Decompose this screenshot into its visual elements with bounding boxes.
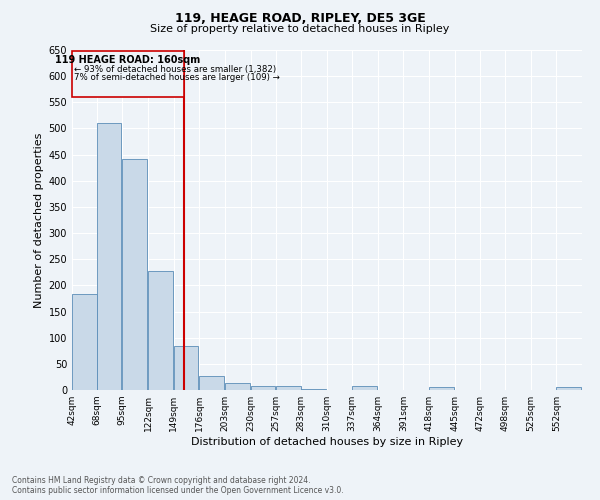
- Text: Contains HM Land Registry data © Crown copyright and database right 2024.
Contai: Contains HM Land Registry data © Crown c…: [12, 476, 344, 495]
- Bar: [72, 294, 97, 390]
- Bar: [122, 159, 147, 390]
- Bar: [352, 386, 377, 390]
- Text: 7% of semi-detached houses are larger (109) →: 7% of semi-detached houses are larger (1…: [74, 73, 280, 82]
- Bar: [97, 123, 121, 390]
- Bar: [556, 388, 581, 390]
- Text: 119 HEAGE ROAD: 160sqm: 119 HEAGE ROAD: 160sqm: [55, 55, 200, 65]
- Y-axis label: Number of detached properties: Number of detached properties: [34, 132, 44, 308]
- Bar: [276, 386, 301, 390]
- Text: ← 93% of detached houses are smaller (1,382): ← 93% of detached houses are smaller (1,…: [74, 64, 276, 74]
- Text: 119, HEAGE ROAD, RIPLEY, DE5 3GE: 119, HEAGE ROAD, RIPLEY, DE5 3GE: [175, 12, 425, 26]
- Bar: [173, 346, 199, 390]
- Bar: [251, 386, 275, 390]
- Bar: [225, 382, 250, 390]
- Bar: [199, 376, 224, 390]
- Bar: [429, 387, 454, 390]
- X-axis label: Distribution of detached houses by size in Ripley: Distribution of detached houses by size …: [191, 437, 463, 447]
- FancyBboxPatch shape: [72, 51, 184, 97]
- Bar: [148, 272, 173, 390]
- Text: Size of property relative to detached houses in Ripley: Size of property relative to detached ho…: [151, 24, 449, 34]
